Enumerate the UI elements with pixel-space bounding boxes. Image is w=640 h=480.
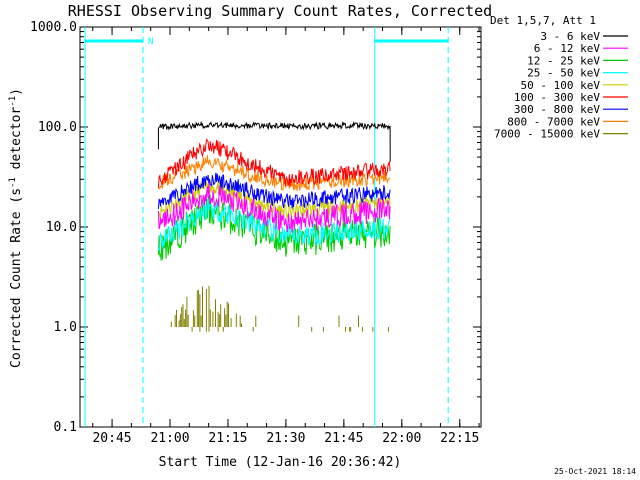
legend-label: 25 - 50 keV [527,67,600,80]
series-layer [157,120,391,332]
series-line-3-6keV [157,120,391,162]
y-tick-label: 10.0 [46,220,77,235]
x-tick-label: 21:15 [208,431,247,446]
series-line-100-300keV [157,138,391,188]
series-line-6-12keV [157,182,391,233]
x-tick-label: 21:30 [266,431,305,446]
series-line-800-7000keV [157,155,391,192]
legend-header: Det 1,5,7, Att 1 [490,14,596,27]
legend-label: 6 - 12 keV [534,42,601,55]
y-tick-label: 1000.0 [30,20,77,35]
y-tick-label: 100.0 [38,120,77,135]
series-line-12-25keV [157,194,391,261]
series-line-300-800keV [157,172,391,210]
y-tick-labels: 0.1 1.0 10.0 100.0 1000.0 [30,20,77,435]
series-line-50-100keV [157,177,391,221]
x-tick-labels: 20:45 21:00 21:15 21:30 21:45 22:00 22:15 [92,431,479,446]
x-tick-label: 22:00 [382,431,421,446]
series-line-25-50keV [157,198,391,252]
x-tick-label: 21:45 [324,431,363,446]
legend-label: 100 - 300 keV [514,91,600,104]
annotation-label: N [148,37,153,47]
x-tick-label: 22:15 [440,431,479,446]
legend-label: 3 - 6 keV [540,30,600,43]
x-axis-label: Start Time (12-Jan-16 20:36:42) [159,455,402,470]
x-tick-label: 20:45 [92,431,131,446]
y-axis-label: Corrected Count Rate (s-1 detector-1) [8,88,24,368]
chart-title: RHESSI Observing Summary Count Rates, Co… [68,2,492,20]
y-tick-label: 1.0 [54,320,77,335]
legend-label: 7000 - 15000 keV [494,128,600,141]
legend-label: 50 - 100 keV [521,79,601,92]
legend-label: 300 - 800 keV [514,103,600,116]
y-tick-label: 0.1 [54,420,77,435]
x-tick-label: 21:00 [150,431,189,446]
legend-label: 12 - 25 keV [527,54,600,67]
legend-label: 800 - 7000 keV [507,115,600,128]
footer-timestamp: 25-Oct-2021 18:14 [554,467,636,476]
axis-ticks [80,26,481,428]
